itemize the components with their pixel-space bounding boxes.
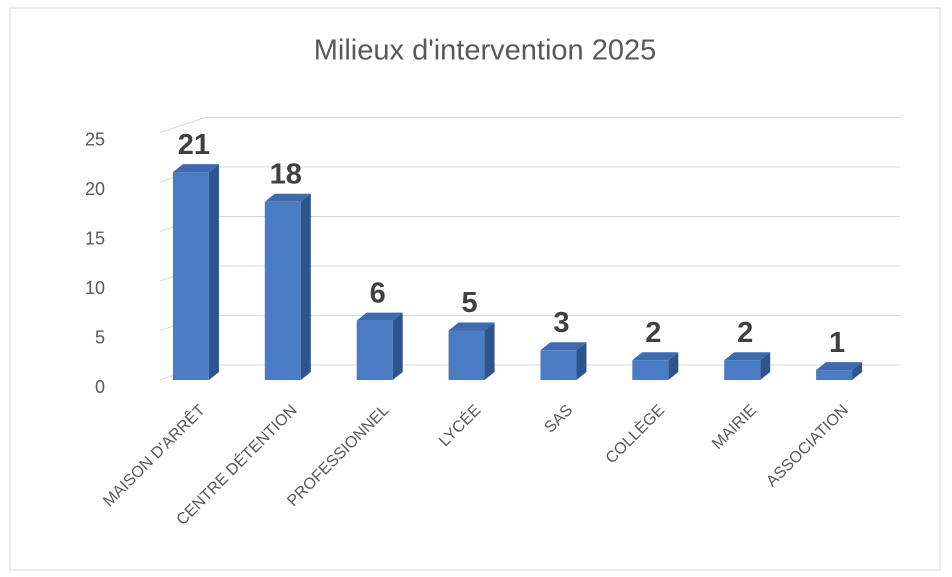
chart-title: Milieux d'intervention 2025 — [314, 35, 656, 67]
bar-top — [540, 342, 587, 351]
bar-side — [760, 352, 771, 380]
bar-front — [724, 360, 761, 380]
y-tick-label: 15 — [85, 228, 105, 248]
bar-front — [816, 370, 853, 380]
bar-top — [264, 193, 311, 202]
bar — [816, 362, 863, 380]
bar-side — [392, 312, 403, 380]
data-label: 5 — [461, 287, 477, 319]
data-label: 18 — [270, 158, 302, 190]
y-tick-label: 20 — [85, 179, 105, 199]
y-tick-label: 0 — [95, 377, 105, 397]
bar — [632, 352, 679, 380]
bar-side — [484, 322, 495, 380]
data-label: 2 — [737, 317, 753, 349]
data-label: 2 — [645, 317, 661, 349]
bar — [356, 312, 403, 380]
data-label: 3 — [553, 307, 569, 339]
bar-top — [448, 322, 495, 331]
bar — [724, 352, 771, 380]
bar-side — [300, 193, 311, 380]
bar-side — [208, 164, 219, 380]
bar — [264, 193, 311, 380]
bar-top — [356, 312, 403, 321]
bar-top — [724, 352, 771, 361]
y-tick-label: 10 — [85, 278, 105, 298]
bar — [448, 322, 495, 380]
bar-front — [540, 350, 577, 380]
bar-front — [172, 172, 209, 380]
bar-top — [172, 164, 219, 173]
bar-top — [816, 362, 863, 371]
bar-side — [852, 362, 863, 380]
grid-line-diagonal — [159, 117, 206, 133]
y-tick-label: 5 — [95, 327, 105, 347]
data-label: 6 — [370, 277, 386, 309]
bar-front — [632, 360, 669, 380]
bar — [540, 342, 587, 380]
bar-side — [668, 352, 679, 380]
y-tick-label: 25 — [85, 129, 105, 149]
bar-front — [356, 320, 393, 380]
bar-front — [448, 330, 485, 380]
bar — [172, 164, 219, 380]
bar-front — [264, 201, 301, 380]
chart-border — [9, 7, 941, 571]
bar-top — [632, 352, 679, 361]
bar-side — [576, 342, 587, 380]
data-label: 1 — [829, 327, 845, 359]
data-label: 21 — [178, 129, 210, 161]
